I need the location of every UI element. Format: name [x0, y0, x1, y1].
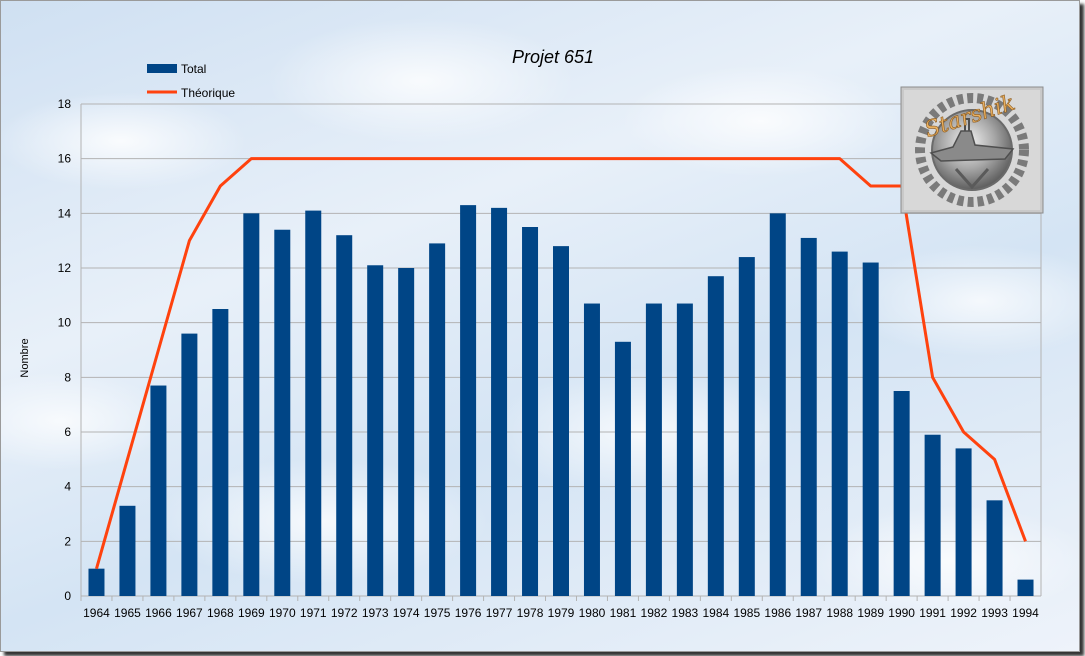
bar-1988	[831, 251, 848, 596]
x-tick-label: 1974	[393, 606, 420, 620]
bar-1985	[738, 257, 755, 596]
bar-1984	[707, 276, 724, 596]
x-tick-label: 1989	[857, 606, 884, 620]
legend: Total Théorique	[147, 62, 235, 100]
y-tick-label: 2	[64, 534, 71, 548]
x-tick-label: 1986	[764, 606, 791, 620]
y-tick-label: 10	[58, 316, 72, 330]
bar-1972	[336, 235, 353, 596]
bar-1975	[429, 243, 446, 596]
bar-1969	[243, 213, 260, 597]
bar-1979	[553, 246, 569, 596]
bar-1974	[398, 268, 415, 596]
bar-1993	[986, 500, 1003, 596]
y-axis-label: Nombre	[19, 338, 31, 377]
x-tick-label: 1987	[795, 606, 822, 620]
y-tick-label: 18	[58, 97, 72, 111]
series-line-theorique	[95, 157, 1027, 570]
bar-1970	[274, 229, 291, 596]
x-tick-label: 1973	[362, 606, 389, 620]
y-tick-label: 12	[58, 261, 72, 275]
x-tick-label: 1980	[579, 606, 606, 620]
y-tick-labels: 0 2 4 6 8 10 12 14 16 18	[58, 97, 72, 603]
bar-1968	[212, 309, 229, 596]
bar-1990	[893, 391, 910, 596]
bar-1964	[88, 568, 105, 596]
x-tick-label: 1965	[114, 606, 141, 620]
legend-label-theorique: Théorique	[181, 86, 235, 100]
bar-1966	[150, 385, 167, 596]
x-tick-label: 1982	[641, 606, 668, 620]
bar-1989	[862, 262, 879, 596]
x-tick-label: 1966	[145, 606, 172, 620]
x-tick-label: 1994	[1012, 606, 1039, 620]
bar-1976	[460, 205, 477, 596]
x-tick-label: 1991	[919, 606, 946, 620]
x-tick-label: 1979	[548, 606, 575, 620]
bar-1978	[522, 227, 539, 596]
bar-1992	[955, 448, 972, 596]
y-tick-label: 6	[64, 425, 71, 439]
x-tick-label: 1968	[207, 606, 234, 620]
bar-1991	[924, 434, 941, 596]
legend-swatch-total	[147, 64, 177, 73]
x-tick-label: 1967	[176, 606, 203, 620]
bar-1965	[119, 505, 136, 596]
bar-1983	[676, 303, 693, 596]
x-tick-label: 1976	[455, 606, 482, 620]
x-tick-label: 1964	[83, 606, 110, 620]
x-tick-label: 1971	[300, 606, 327, 620]
line-theorique	[95, 157, 1027, 570]
bar-1986	[769, 213, 786, 597]
bar-1973	[367, 265, 384, 596]
y-tick-label: 0	[64, 589, 71, 603]
bar-1967	[181, 333, 198, 596]
bar-1977	[491, 207, 508, 596]
x-tick-label: 1970	[269, 606, 296, 620]
x-tick-label: 1981	[610, 606, 637, 620]
x-tick-label: 1978	[517, 606, 544, 620]
y-tick-label: 4	[64, 480, 71, 494]
bar-1987	[800, 237, 817, 596]
bar-1981	[614, 341, 631, 596]
x-tick-label: 1985	[733, 606, 760, 620]
x-tick-label: 1977	[486, 606, 513, 620]
x-tick-label: 1969	[238, 606, 265, 620]
x-tick-label: 1992	[950, 606, 977, 620]
submarine-badge-icon: Starshik	[900, 86, 1044, 214]
y-tick-label: 16	[58, 152, 72, 166]
x-tick-label: 1988	[826, 606, 853, 620]
bar-1980	[583, 303, 600, 596]
x-tick-label: 1975	[424, 606, 451, 620]
y-tick-label: 14	[58, 206, 72, 220]
bar-1971	[305, 210, 322, 596]
x-tick-label: 1993	[981, 606, 1008, 620]
bars-total	[88, 205, 1034, 597]
x-tick-label: 1983	[672, 606, 699, 620]
y-tick-label: 8	[64, 370, 71, 384]
bar-1994	[1017, 579, 1034, 596]
x-tick-label: 1990	[888, 606, 915, 620]
legend-label-total: Total	[181, 62, 206, 76]
x-tick-label: 1972	[331, 606, 358, 620]
x-tick-label: 1984	[702, 606, 729, 620]
bar-1982	[645, 303, 662, 596]
chart-title: Projet 651	[512, 47, 594, 67]
x-tick-labels: 1964 1965 1966 1967 1968 1969 1970 1971 1972 1973…	[83, 606, 1039, 620]
